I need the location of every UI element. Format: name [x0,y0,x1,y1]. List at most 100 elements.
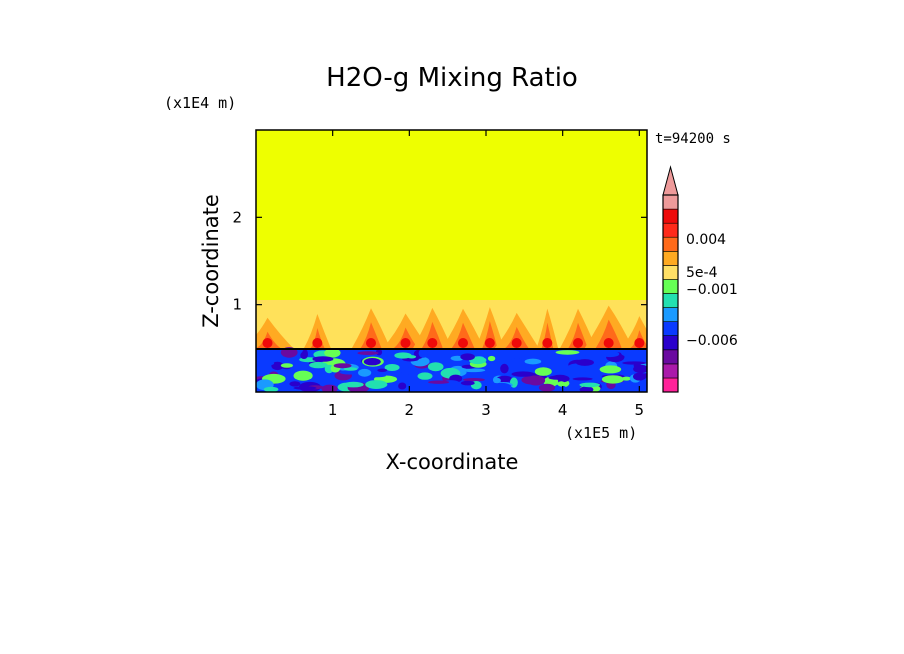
mixing-patch [555,350,580,355]
mixing-patch [339,370,360,375]
mixing-patch [524,358,542,365]
plume-root [312,338,323,348]
colorbar-segment [662,293,679,308]
mixing-patch [358,368,372,377]
mixing-patch [579,386,594,392]
mixing-patch [363,358,381,366]
plume-core [567,322,589,349]
y-tick-label: 1 [232,296,242,314]
mixing-patch [526,375,546,386]
colorbar-segment [662,194,679,210]
mixing-patch [384,364,400,371]
mixing-patch [300,351,308,359]
mixing-patch [500,363,509,374]
colorbar-segment [662,208,679,224]
mixing-patch [534,367,552,376]
y-unit-label: (x1E4 m) [164,94,236,112]
mixing-patch [575,359,595,366]
colorbar [662,165,679,393]
mixing-patch [324,348,341,358]
mixing-patch [601,375,624,384]
chart-title: H2O-g Mixing Ratio [326,63,578,93]
plume-root [511,338,522,348]
mixing-patch [572,377,593,381]
plume-core [504,326,530,349]
mixing-patch [633,364,647,374]
mixing-patch [365,380,388,389]
colorbar-label-4: −0.006 [686,333,738,349]
plume-root [400,338,411,348]
colorbar-label-3: −0.001 [686,282,738,298]
colorbar-segment [662,236,679,252]
mixing-patch [493,377,501,384]
mixing-patch [621,349,641,357]
mixing-patch [548,375,566,380]
mixing-patch [487,355,496,362]
mixing-patch [321,384,338,392]
mixing-patch [377,368,388,372]
mixing-patch [333,363,352,369]
mixing-patch [366,374,386,378]
plume-root [427,338,438,348]
colorbar-frame [662,194,679,393]
mixing-patch [488,382,512,390]
plume-core [451,322,475,349]
mixing-patch [463,378,485,382]
mixing-patch [511,371,535,377]
mixing-patch [343,381,364,388]
x-axis-label: X-coordinate [386,450,519,474]
colorbar-segment [662,363,679,379]
mixing-patch [427,362,444,372]
mixing-patch [357,351,379,355]
x-unit-label: (x1E5 m) [565,424,637,442]
mixing-patch [293,370,313,381]
mixing-patch [621,376,632,381]
plume-core [595,319,623,349]
colorbar-segment [662,335,679,351]
x-axis: 1 2 3 4 5 [328,130,644,419]
mixing-patch [428,380,450,384]
y-axis: 12 [232,208,647,314]
mixing-patch [289,381,301,387]
mixing-patch [418,348,428,358]
colorbar-segment [662,321,679,337]
colorbar-segment [662,349,679,365]
plot-frame [255,129,648,393]
x-tick-label: 1 [328,401,338,419]
colorbar-segment [662,377,679,393]
mixing-patch [599,365,622,374]
mixing-patch [343,367,358,371]
plume-root [603,338,614,348]
y-tick-label: 2 [232,208,242,226]
mixing-patch [400,366,412,376]
boundary-layer-detail [256,347,647,392]
mixing-patch [460,380,475,386]
mixing-patch [394,352,412,359]
x-tick-label: 5 [635,401,645,419]
mixing-patch [557,381,566,387]
mixing-patch [417,372,433,380]
mixing-patch [600,350,620,358]
x-tick-label: 2 [405,401,415,419]
time-label: t=94200 s [655,131,731,147]
mixing-patch [312,356,334,362]
colorbar-label-1: 0.004 [686,232,726,248]
mixing-patch [538,383,556,392]
y-axis-label: Z-coordinate [199,194,223,328]
plume-root [573,338,583,348]
colorbar-segment [662,279,679,294]
colorbar-extend-arrow [662,165,679,196]
plot-field [256,130,647,392]
colorbar-label-2: 5e-4 [686,265,718,281]
x-tick-label: 3 [481,401,491,419]
mixing-patch [309,361,328,369]
plume-root [458,338,468,348]
mixing-patch [415,362,427,366]
mixing-patch [258,361,275,366]
mixing-patch [293,386,317,390]
mixing-patch [511,358,522,363]
mixing-patch [280,363,293,368]
mixing-patch [579,382,600,388]
mixing-patch [461,368,486,373]
